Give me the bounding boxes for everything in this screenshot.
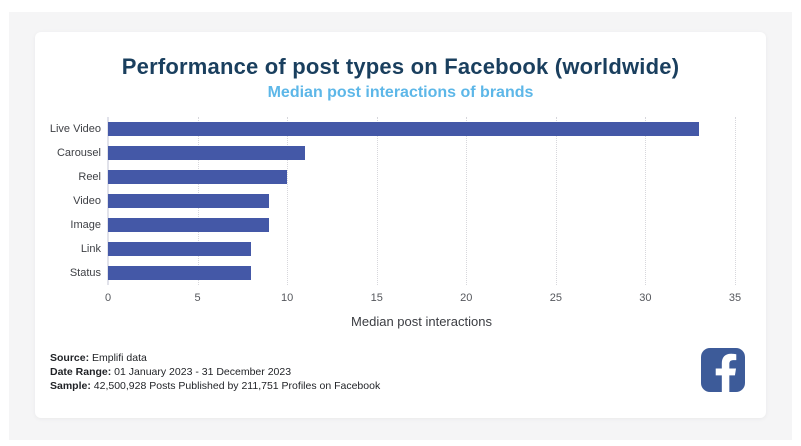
category-label: Live Video: [49, 123, 101, 135]
gridline-35: [735, 117, 736, 285]
bar-live-video: [108, 122, 700, 136]
x-tick-30: 30: [639, 292, 652, 304]
category-label: Video: [73, 195, 101, 207]
facebook-f-glyph: [715, 353, 737, 392]
footer-line-label: Sample:: [50, 379, 91, 392]
bar-row: [108, 213, 735, 237]
footer-notes: Source: Emplifi data Date Range: 01 Janua…: [50, 352, 380, 393]
category-label: Image: [70, 219, 101, 231]
x-tick-5: 5: [194, 292, 201, 304]
footer-line-label: Date Range:: [50, 365, 112, 378]
footer-line-value: 42,500,928 Posts Published by 211,751 Pr…: [90, 379, 381, 392]
x-tick-20: 20: [460, 292, 473, 304]
footer-line: Sample: 42,500,928 Posts Published by 21…: [50, 380, 380, 394]
category-label: Link: [80, 243, 101, 255]
gridline-30: [645, 117, 647, 285]
footer-line-value: Emplifi data: [89, 352, 147, 364]
plot-area: [107, 117, 736, 285]
chart-subtitle: Median post interactions of brands: [267, 84, 534, 101]
category-label: Carousel: [56, 147, 101, 159]
bar-row: [108, 261, 735, 285]
bar-row: [108, 165, 735, 189]
bar-row: [108, 141, 735, 165]
facebook-logo-icon: [701, 348, 745, 392]
gridline-10: [287, 117, 289, 285]
x-tick-0: 0: [104, 292, 112, 304]
bar-row: [108, 189, 735, 213]
x-tick-15: 15: [370, 292, 383, 304]
y-axis-category-labels: Live Video Carousel Reel Video Image Link Stat…: [35, 117, 101, 285]
bar-carousel: [108, 146, 306, 160]
chart-title: Performance of post types on Facebook (w…: [121, 54, 680, 79]
bar-link: [108, 242, 252, 256]
bar-row: [108, 237, 735, 261]
gridline-25: [555, 117, 557, 285]
x-axis-title: Median post interactions: [351, 314, 492, 329]
footer-line-label: Source:: [50, 352, 90, 364]
bar-video: [108, 194, 270, 208]
footer-line-value: 01 January 2023 - 31 December 2023: [111, 365, 292, 378]
bar-image: [108, 218, 270, 232]
category-label: Status: [69, 267, 101, 279]
footer-line: Date Range: 01 January 2023 - 31 Decembe…: [50, 366, 380, 380]
x-axis-tick-labels: 0 5 10 15 20 25 30 35: [104, 292, 741, 306]
category-label: Reel: [78, 171, 101, 183]
chart-card: Performance of post types on Facebook (w…: [35, 32, 766, 418]
x-tick-35: 35: [728, 292, 742, 304]
x-tick-25: 25: [549, 292, 562, 304]
bar-row: [108, 117, 735, 141]
x-tick-10: 10: [281, 292, 294, 304]
bar-reel: [108, 170, 288, 184]
gridline-15: [376, 117, 378, 285]
bar-status: [108, 266, 252, 280]
footer-line: Source: Emplifi data: [50, 352, 380, 366]
gridline-20: [466, 117, 468, 285]
